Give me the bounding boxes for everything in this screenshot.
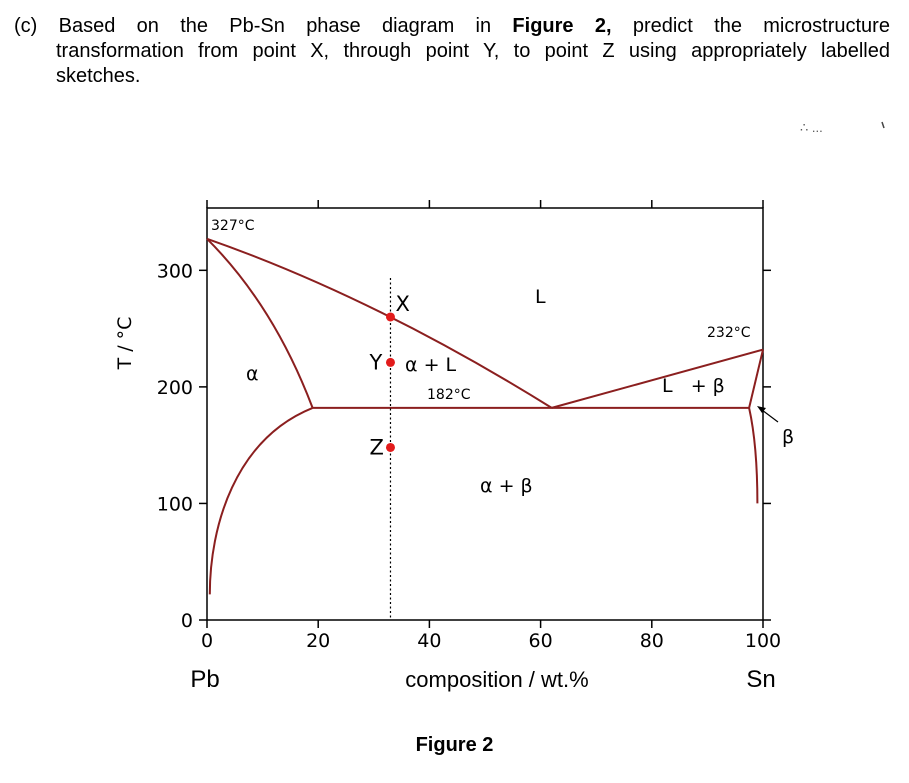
pb-melting-temp-label: 327°C — [211, 218, 255, 234]
liquid-phase-label: L — [535, 286, 546, 308]
state-points: X Y Z — [368, 292, 409, 460]
y-axis-label: T / °C — [114, 317, 136, 371]
handwritten-tick — [881, 121, 885, 129]
beta-solidus-line — [748, 349, 764, 409]
x-tick-label: 60 — [529, 630, 553, 652]
plot-frame — [206, 207, 764, 621]
point-x-label: X — [395, 292, 409, 316]
q-word: diagram — [381, 15, 455, 37]
beta-pointer-arrowhead — [757, 406, 766, 413]
x-tick-label: 0 — [201, 630, 213, 652]
eutectic-temp-label: 182°C — [427, 387, 471, 403]
liquidus-right-line — [551, 348, 764, 409]
q-word-figure: Figure — [512, 15, 574, 37]
y-tick-label: 100 — [157, 493, 193, 515]
beta-pointer-line — [761, 409, 779, 423]
sn-melting-temp-label: 232°C — [707, 325, 751, 341]
question-text: (c) Based on the Pb-Sn phase diagram in … — [14, 14, 890, 89]
y-tick-label: 0 — [181, 610, 193, 632]
beta-solvus-line — [748, 407, 759, 504]
liquidus-left-line — [206, 237, 553, 409]
q-word: microstructure — [763, 15, 890, 37]
q-word: Based — [58, 15, 116, 37]
question-line-3: sketches. — [56, 65, 141, 87]
q-word: the — [714, 15, 742, 37]
alpha-liquid-phase-label: α + L — [405, 354, 457, 376]
q-word: Pb-Sn — [229, 15, 285, 37]
point-z-marker — [385, 442, 395, 452]
alpha-phase-label: α — [246, 363, 259, 385]
q-word: in — [475, 15, 492, 37]
point-z-label: Z — [369, 435, 383, 459]
point-y-marker — [385, 357, 395, 367]
q-word: the — [180, 15, 208, 37]
point-y-label: Y — [368, 350, 382, 374]
question-line-1: (c) Based on the Pb-Sn phase diagram in … — [14, 14, 890, 39]
x-axis-ticks — [206, 200, 764, 628]
tin-label: Sn — [746, 666, 775, 693]
x-tick-label: 20 — [306, 630, 330, 652]
y-axis-ticks — [199, 269, 771, 621]
q-word-figure-number: 2, — [594, 15, 612, 37]
y-tick-label: 200 — [157, 377, 193, 399]
phase-boundaries — [206, 237, 764, 595]
handwritten-mark: ∴ ... — [800, 120, 823, 135]
y-tick-label: 300 — [157, 260, 193, 282]
x-tick-label: 80 — [640, 630, 664, 652]
x-axis-label: composition / wt.% — [405, 667, 588, 692]
liquid-beta-phase-label: L + β — [662, 375, 725, 397]
y-tick-labels: 0 100 200 300 — [157, 260, 193, 632]
x-tick-labels: 0 20 40 60 80 100 — [201, 630, 781, 652]
q-word: on — [136, 15, 159, 37]
q-word: predict — [632, 15, 693, 37]
x-tick-label: 40 — [417, 630, 441, 652]
alpha-solidus-line — [206, 238, 314, 409]
alpha-beta-phase-label: α + β — [480, 475, 533, 497]
x-tick-label: 100 — [745, 630, 781, 652]
point-x-marker — [385, 312, 395, 322]
q-word: phase — [306, 15, 361, 37]
beta-phase-label: β — [782, 426, 794, 448]
figure-caption: Figure 2 — [415, 734, 494, 756]
lead-label: Pb — [190, 666, 219, 693]
question-part: (c) — [14, 15, 38, 37]
question-line-2: transformation from point X, through poi… — [56, 40, 890, 62]
alpha-solvus-line — [208, 406, 313, 595]
